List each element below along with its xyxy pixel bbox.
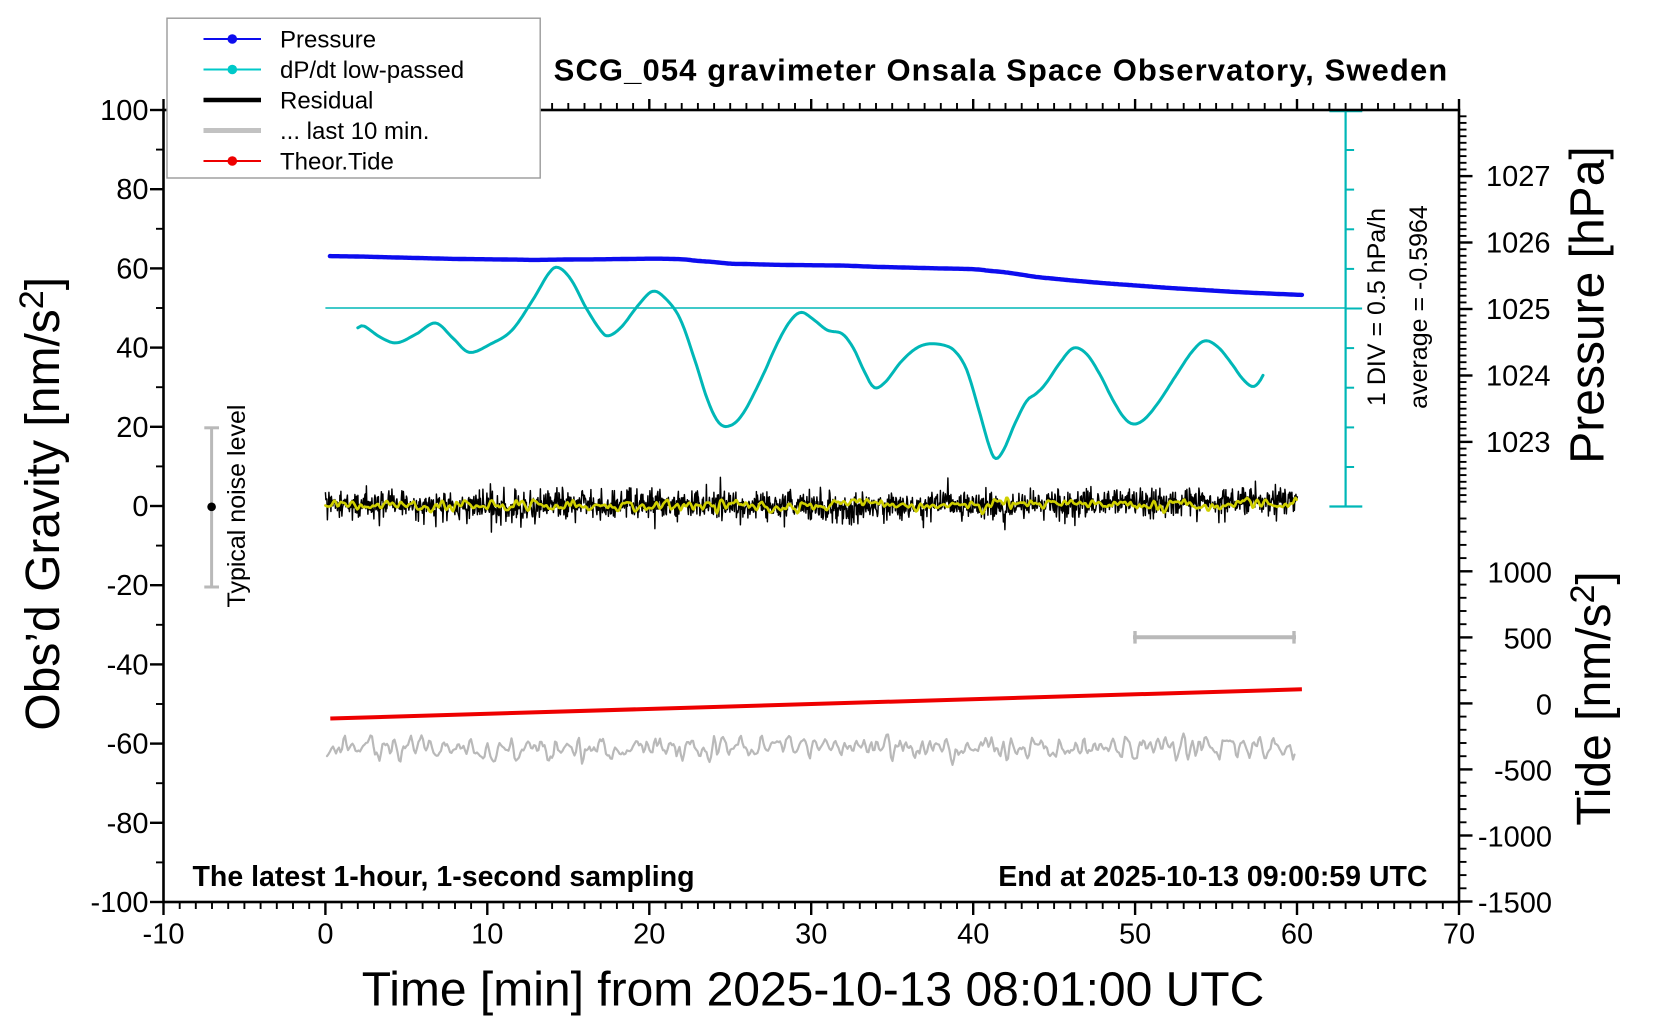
svg-text:70: 70 [1443,919,1475,951]
svg-text:Theor.Tide: Theor.Tide [280,149,394,176]
svg-text:... last 10 min.: ... last 10 min. [280,118,429,145]
svg-text:Typical noise level: Typical noise level [223,405,251,608]
svg-text:Tide [nm/s2]: Tide [nm/s2] [1564,571,1621,826]
svg-text:40: 40 [116,333,148,365]
svg-text:0: 0 [132,491,148,523]
svg-text:-40: -40 [107,649,149,681]
svg-text:1023: 1023 [1486,427,1551,459]
svg-text:-100: -100 [90,887,148,919]
svg-text:1024: 1024 [1486,361,1551,393]
svg-text:500: 500 [1504,623,1552,655]
svg-text:-1500: -1500 [1478,888,1552,920]
svg-text:-60: -60 [107,729,149,761]
svg-text:-10: -10 [143,919,185,951]
svg-text:20: 20 [633,919,665,951]
svg-text:Time [min] from 2025-10-13 08:: Time [min] from 2025-10-13 08:01:00 UTC [362,964,1265,1017]
svg-text:-20: -20 [107,570,149,602]
svg-text:Residual: Residual [280,88,373,115]
svg-text:1027: 1027 [1486,161,1551,193]
svg-text:0: 0 [317,919,333,951]
svg-text:1025: 1025 [1486,294,1551,326]
svg-text:Pressure [hPa]: Pressure [hPa] [1562,146,1615,463]
svg-text:1026: 1026 [1486,228,1551,260]
svg-text:60: 60 [116,253,148,285]
svg-text:80: 80 [116,174,148,206]
svg-text:0: 0 [1536,689,1552,721]
svg-text:100: 100 [100,95,148,127]
svg-text:1 DIV = 0.5 hPa/h: 1 DIV = 0.5 hPa/h [1363,208,1391,406]
svg-text:30: 30 [795,919,827,951]
svg-text:dP/dt low-passed: dP/dt low-passed [280,57,464,84]
svg-text:-500: -500 [1494,755,1552,787]
svg-text:SCG_054 gravimeter Onsala Spac: SCG_054 gravimeter Onsala Space Observat… [554,53,1449,88]
svg-text:40: 40 [957,919,989,951]
svg-text:Obs’d Gravity [nm/s2]: Obs’d Gravity [nm/s2] [13,277,70,731]
svg-text:Pressure: Pressure [280,27,376,54]
svg-text:average = -0.5964: average = -0.5964 [1405,205,1433,409]
svg-text:10: 10 [471,919,503,951]
svg-text:End at 2025-10-13 09:00:59 UTC: End at 2025-10-13 09:00:59 UTC [998,861,1427,893]
svg-text:50: 50 [1119,919,1151,951]
svg-text:The latest 1-hour, 1-second sa: The latest 1-hour, 1-second sampling [193,861,695,893]
svg-text:20: 20 [116,412,148,444]
svg-text:-80: -80 [107,808,149,840]
svg-text:1000: 1000 [1487,557,1552,589]
svg-text:60: 60 [1281,919,1313,951]
svg-text:-1000: -1000 [1478,822,1552,854]
